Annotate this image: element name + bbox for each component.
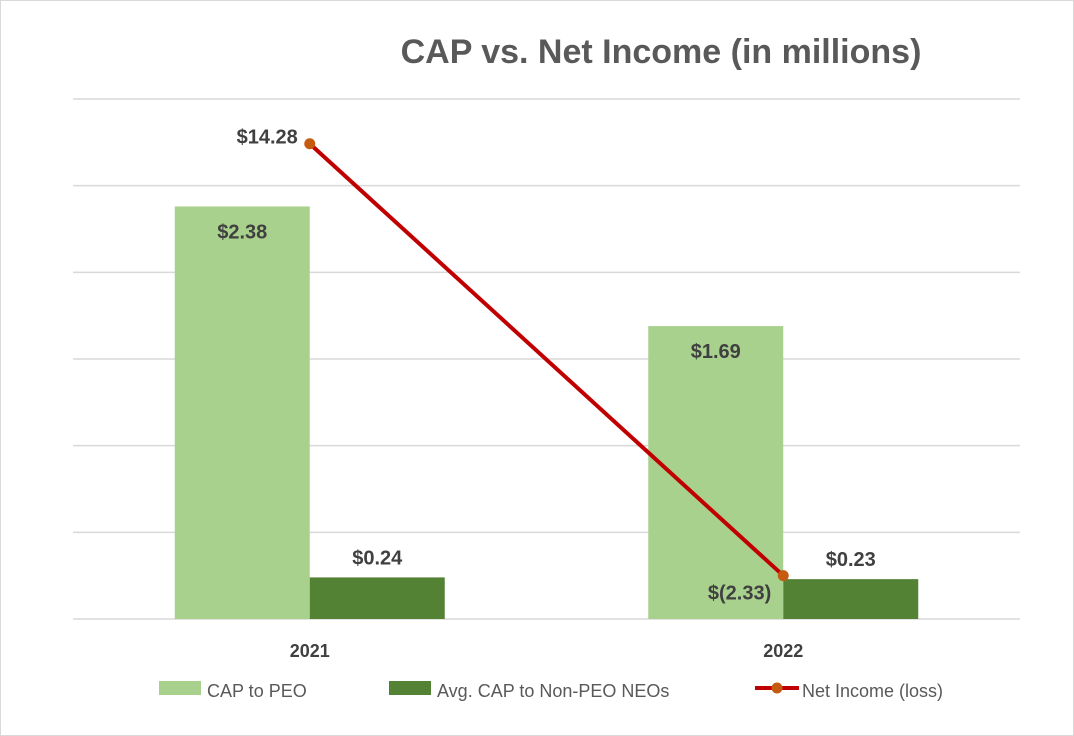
bar-avg-cap-non-peo-2021 xyxy=(310,577,445,619)
x-axis-ticks: 2021 2022 xyxy=(290,641,804,661)
net-income-marker-2022 xyxy=(778,570,789,581)
chart-title: CAP vs. Net Income (in millions) xyxy=(401,33,922,71)
x-tick-label: 2021 xyxy=(290,641,330,661)
chart-frame: CAP vs. Net Income (in millions) $2.38 $1… xyxy=(0,0,1074,736)
data-label: $0.24 xyxy=(352,547,403,569)
data-label: $0.23 xyxy=(826,549,876,571)
legend-swatch-net-income-marker xyxy=(772,683,783,694)
legend: CAP to PEO Avg. CAP to Non-PEO NEOs Net In… xyxy=(159,681,943,701)
bar-cap-to-peo-2021 xyxy=(175,206,310,619)
data-label: $14.28 xyxy=(237,127,298,149)
bar-avg-cap-non-peo-2022 xyxy=(783,579,918,619)
legend-label: CAP to PEO xyxy=(207,681,307,701)
legend-swatch-avg-cap-non-peo xyxy=(389,681,431,695)
chart-canvas: CAP vs. Net Income (in millions) $2.38 $1… xyxy=(1,1,1073,735)
bars xyxy=(175,206,919,619)
x-tick-label: 2022 xyxy=(763,641,803,661)
legend-swatch-cap-to-peo xyxy=(159,681,201,695)
net-income-marker-2021 xyxy=(304,138,315,149)
data-label: $2.38 xyxy=(217,221,267,243)
data-label: $1.69 xyxy=(691,341,741,363)
data-label: $(2.33) xyxy=(708,583,771,605)
legend-label: Net Income (loss) xyxy=(802,681,943,701)
legend-label: Avg. CAP to Non-PEO NEOs xyxy=(437,681,669,701)
